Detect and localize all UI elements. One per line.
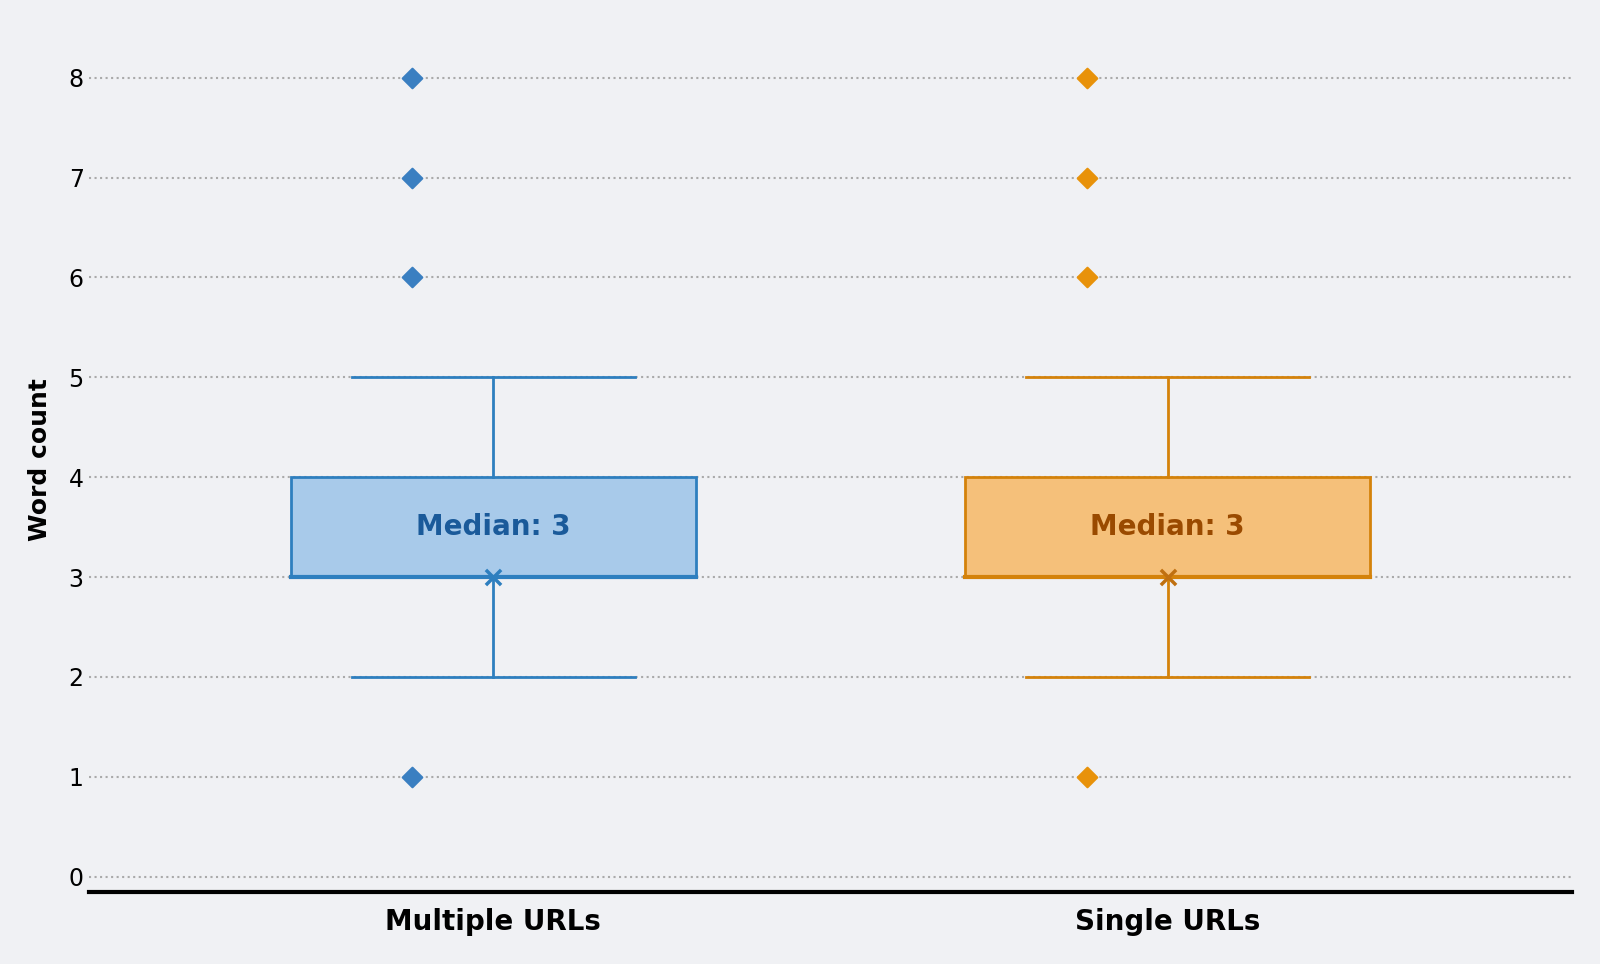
Point xyxy=(400,70,426,86)
Point xyxy=(480,570,506,585)
Point xyxy=(400,270,426,285)
Point xyxy=(1074,769,1099,785)
Point xyxy=(400,769,426,785)
Bar xyxy=(291,477,696,577)
Point xyxy=(1074,70,1099,86)
Bar xyxy=(965,477,1370,577)
Text: Median: 3: Median: 3 xyxy=(416,513,571,541)
Point xyxy=(1074,270,1099,285)
Point xyxy=(1155,570,1181,585)
Y-axis label: Word count: Word count xyxy=(27,378,51,541)
Text: Median: 3: Median: 3 xyxy=(1090,513,1245,541)
Point xyxy=(400,170,426,185)
Point xyxy=(1074,170,1099,185)
